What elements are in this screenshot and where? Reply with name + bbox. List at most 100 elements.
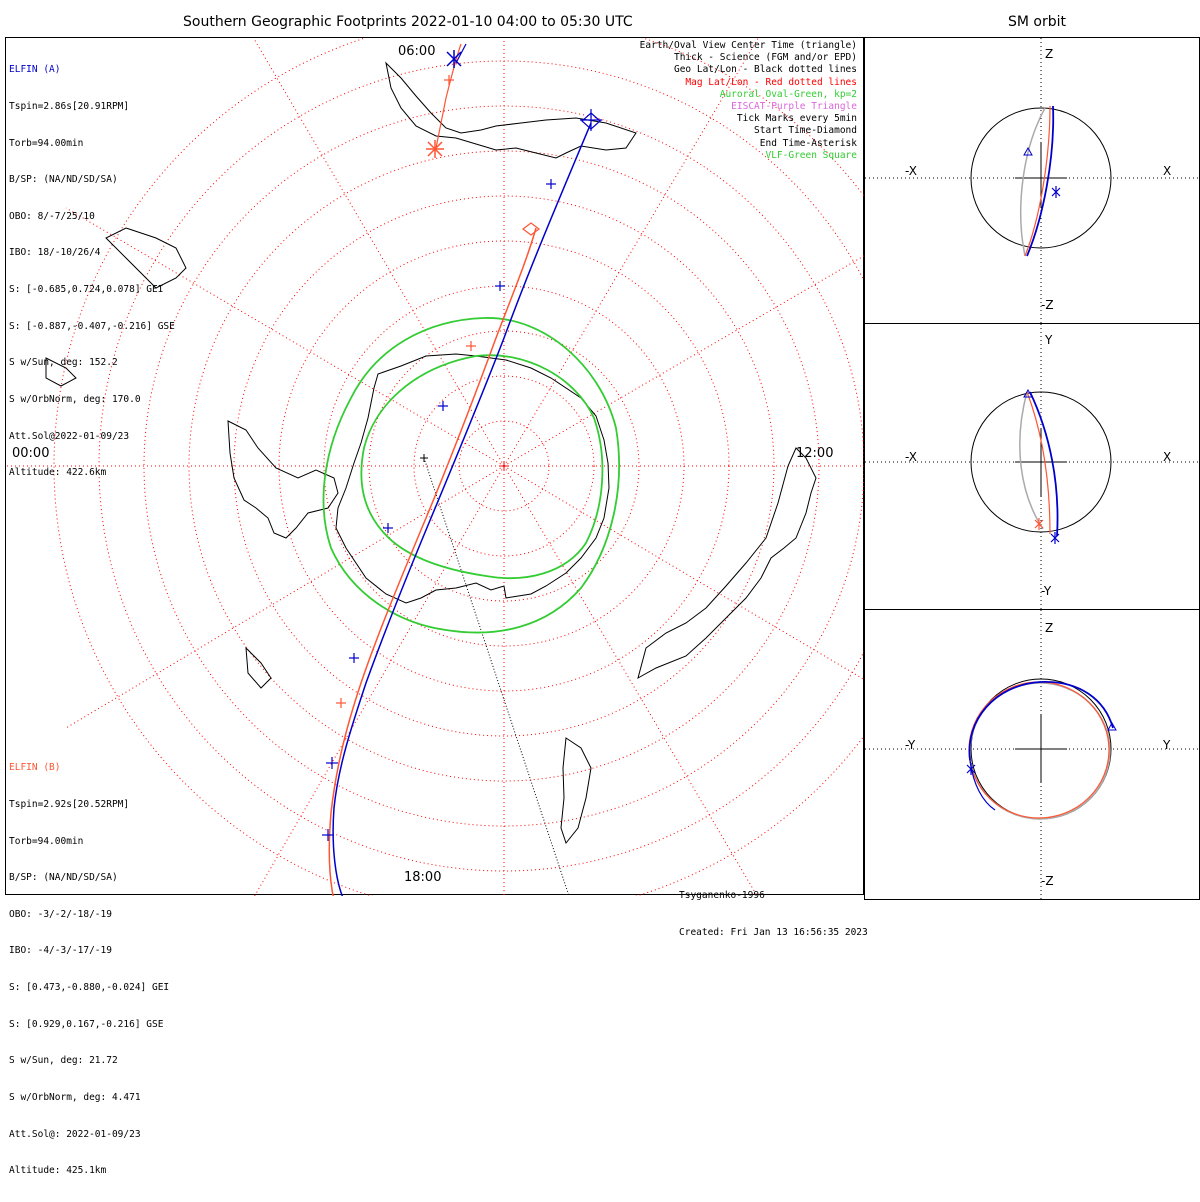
elfin-b-info: ELFIN (B) Tspin=2.92s[20.52RPM] Torb=94.…: [9, 738, 169, 1202]
mlt-label-bottom: 18:00: [404, 870, 442, 885]
axis-label-top: Z: [1045, 621, 1054, 635]
elfin-a-line: Torb=94.00min: [9, 137, 84, 149]
elfin-a-footprint-track-north: [455, 43, 467, 64]
island-coastline: [45, 357, 77, 387]
elfin-a-info: ELFIN (A) Tspin=2.86s[20.91RPM] Torb=94.…: [9, 40, 175, 504]
mag-meridian-line: [65, 207, 505, 467]
legend-item: Earth/Oval View Center Time (triangle): [639, 40, 857, 51]
elfin-b-footprint-track-north: [435, 43, 462, 149]
mag-lat-circle: [368, 330, 640, 602]
sm-orbit-panel-yz: Z -Z -Y Y: [864, 609, 1200, 901]
model-label: Tsyganenko-1996: [679, 890, 765, 902]
axis-label-left: -Y: [905, 738, 916, 752]
coastlines: [45, 61, 817, 845]
mag-lat-circle: [188, 150, 820, 782]
mag-meridian-line: [503, 254, 865, 467]
legend-item: Thick - Science (FGM and/or EPD): [673, 52, 857, 64]
elfin-a-start-diamond: [580, 109, 602, 131]
mag-meridian-line: [503, 465, 865, 681]
elfin-b-line: S: [0.929,0.167,-0.216] GSE: [9, 1018, 164, 1030]
elfin-a-orbit-path: [968, 681, 1114, 761]
elfin-a-line: IBO: 18/-10/26/4: [9, 247, 101, 259]
mag-pole-marker: [500, 462, 508, 470]
elfin-b-line: Tspin=2.92s[20.52RPM]: [9, 799, 130, 811]
australia-coastline: [227, 420, 339, 539]
elfin-a-footprint-track: [332, 122, 592, 896]
elfin-a-line: Altitude: 422.6km: [9, 467, 107, 479]
elfin-a-line: Tspin=2.86s[20.91RPM]: [9, 101, 130, 113]
map-legend: Earth/Oval View Center Time (triangle) Th…: [640, 40, 857, 162]
elfin-a-line: B/SP: (NA/ND/SD/SA): [9, 174, 118, 186]
orbit-grey-path: [1020, 107, 1046, 257]
elfin-a-end-asterisk: [446, 50, 462, 68]
mlt-label-right: 12:00: [796, 446, 834, 461]
geo-meridian-line: [423, 457, 570, 896]
elfin-b-line: S w/Sun, deg: 21.72: [9, 1055, 118, 1067]
mlt-label-left: 00:00: [12, 446, 50, 461]
view-center-triangle: [1023, 146, 1033, 156]
axis-label-right: X: [1163, 164, 1172, 178]
elfin-a-line: S w/Sun, deg: 152.2: [9, 357, 118, 369]
mag-meridian-line: [65, 465, 505, 729]
elfin-b-name: ELFIN (B): [9, 762, 61, 774]
island-coastline: [560, 737, 592, 845]
elfin-b-end-asterisk: [426, 140, 444, 158]
map-footer: Tsyganenko-1996 Created: Fri Jan 13 16:5…: [679, 866, 868, 964]
mag-grid: [6, 38, 865, 896]
geo-pole-marker: [420, 454, 428, 462]
elfin-b-end-asterisk: [1034, 518, 1044, 530]
elfin-a-line: S: [-0.685,0.724,0.078] GEI: [9, 284, 164, 296]
axis-label-top: Y: [1045, 333, 1053, 347]
sm-orbit-plot-xz: [865, 38, 1200, 325]
mag-meridian-line: [253, 465, 505, 896]
elfin-a-line: OBO: 8/-7/25/10: [9, 210, 95, 222]
elfin-a-line: S w/OrbNorm, deg: 170.0: [9, 393, 141, 405]
elfin-b-line: OBO: -3/-2/-18/-19: [9, 908, 112, 920]
elfin-b-line: S: [0.473,-0.880,-0.024] GEI: [9, 982, 170, 994]
sm-orbit-panel-xy: Y -Y -X X: [864, 323, 1200, 611]
legend-item: Auroral Oval-Green, kp=2: [719, 88, 857, 100]
mag-lat-circle: [98, 60, 865, 872]
mag-meridian-line: [503, 38, 759, 467]
axis-label-bottom: -Z: [1041, 298, 1054, 312]
elfin-a-name: ELFIN (A): [9, 64, 61, 76]
axis-label-bottom: -Y: [1041, 584, 1052, 598]
elfin-b-tick-marks: [336, 75, 476, 708]
elfin-a-line: S: [-0.887,-0.407,-0.216] GSE: [9, 320, 175, 332]
south-america-coastline: [637, 447, 817, 680]
legend-item: Start Time-Diamond: [754, 125, 857, 137]
legend-item: Tick Marks every 5min: [736, 113, 857, 125]
orbit-grey-path: [1019, 391, 1044, 530]
elfin-a-end-asterisk: [1051, 186, 1061, 198]
view-center-triangle: [1023, 388, 1033, 398]
mlt-label-top: 06:00: [398, 44, 436, 59]
elfin-b-start-diamond: [522, 222, 540, 236]
elfin-b-line: Altitude: 425.1km: [9, 1165, 107, 1177]
axis-label-left: -X: [905, 164, 917, 178]
earth-reference-circle: [970, 107, 1112, 249]
auroral-oval-outer: [322, 317, 620, 634]
sm-orbit-title: SM orbit: [1008, 14, 1067, 30]
legend-item: Mag Lat/Lon - Red dotted lines: [685, 76, 857, 88]
elfin-b-orbit-path: [1024, 105, 1051, 257]
axis-label-right: Y: [1163, 738, 1171, 752]
elfin-b-line: B/SP: (NA/ND/SD/SA): [9, 872, 118, 884]
axis-label-bottom: -Z: [1041, 874, 1054, 888]
elfin-b-line: IBO: -4/-3/-17/-19: [9, 945, 112, 957]
axis-label-right: X: [1163, 450, 1172, 464]
elfin-b-orbit-path: [1026, 391, 1051, 535]
footprint-map-panel: Earth/Oval View Center Time (triangle) Th…: [5, 37, 868, 1176]
elfin-b-line: Torb=94.00min: [9, 835, 84, 847]
created-timestamp: Created: Fri Jan 13 16:56:35 2023: [679, 927, 868, 939]
sm-orbit-plot-yz: [865, 610, 1200, 901]
legend-item: EISCAT-Purple Triangle: [731, 101, 857, 113]
footprint-map: [6, 38, 865, 896]
auroral-oval: [322, 317, 620, 634]
island-coastline: [105, 227, 187, 289]
mag-meridian-line: [503, 465, 758, 896]
main-title: Southern Geographic Footprints 2022-01-1…: [183, 14, 633, 30]
auroral-oval-inner: [360, 354, 604, 580]
elfin-b-line: S w/OrbNorm, deg: 4.471: [9, 1091, 141, 1103]
antarctica-coastline: [335, 353, 610, 604]
mag-meridian-line: [252, 38, 505, 467]
